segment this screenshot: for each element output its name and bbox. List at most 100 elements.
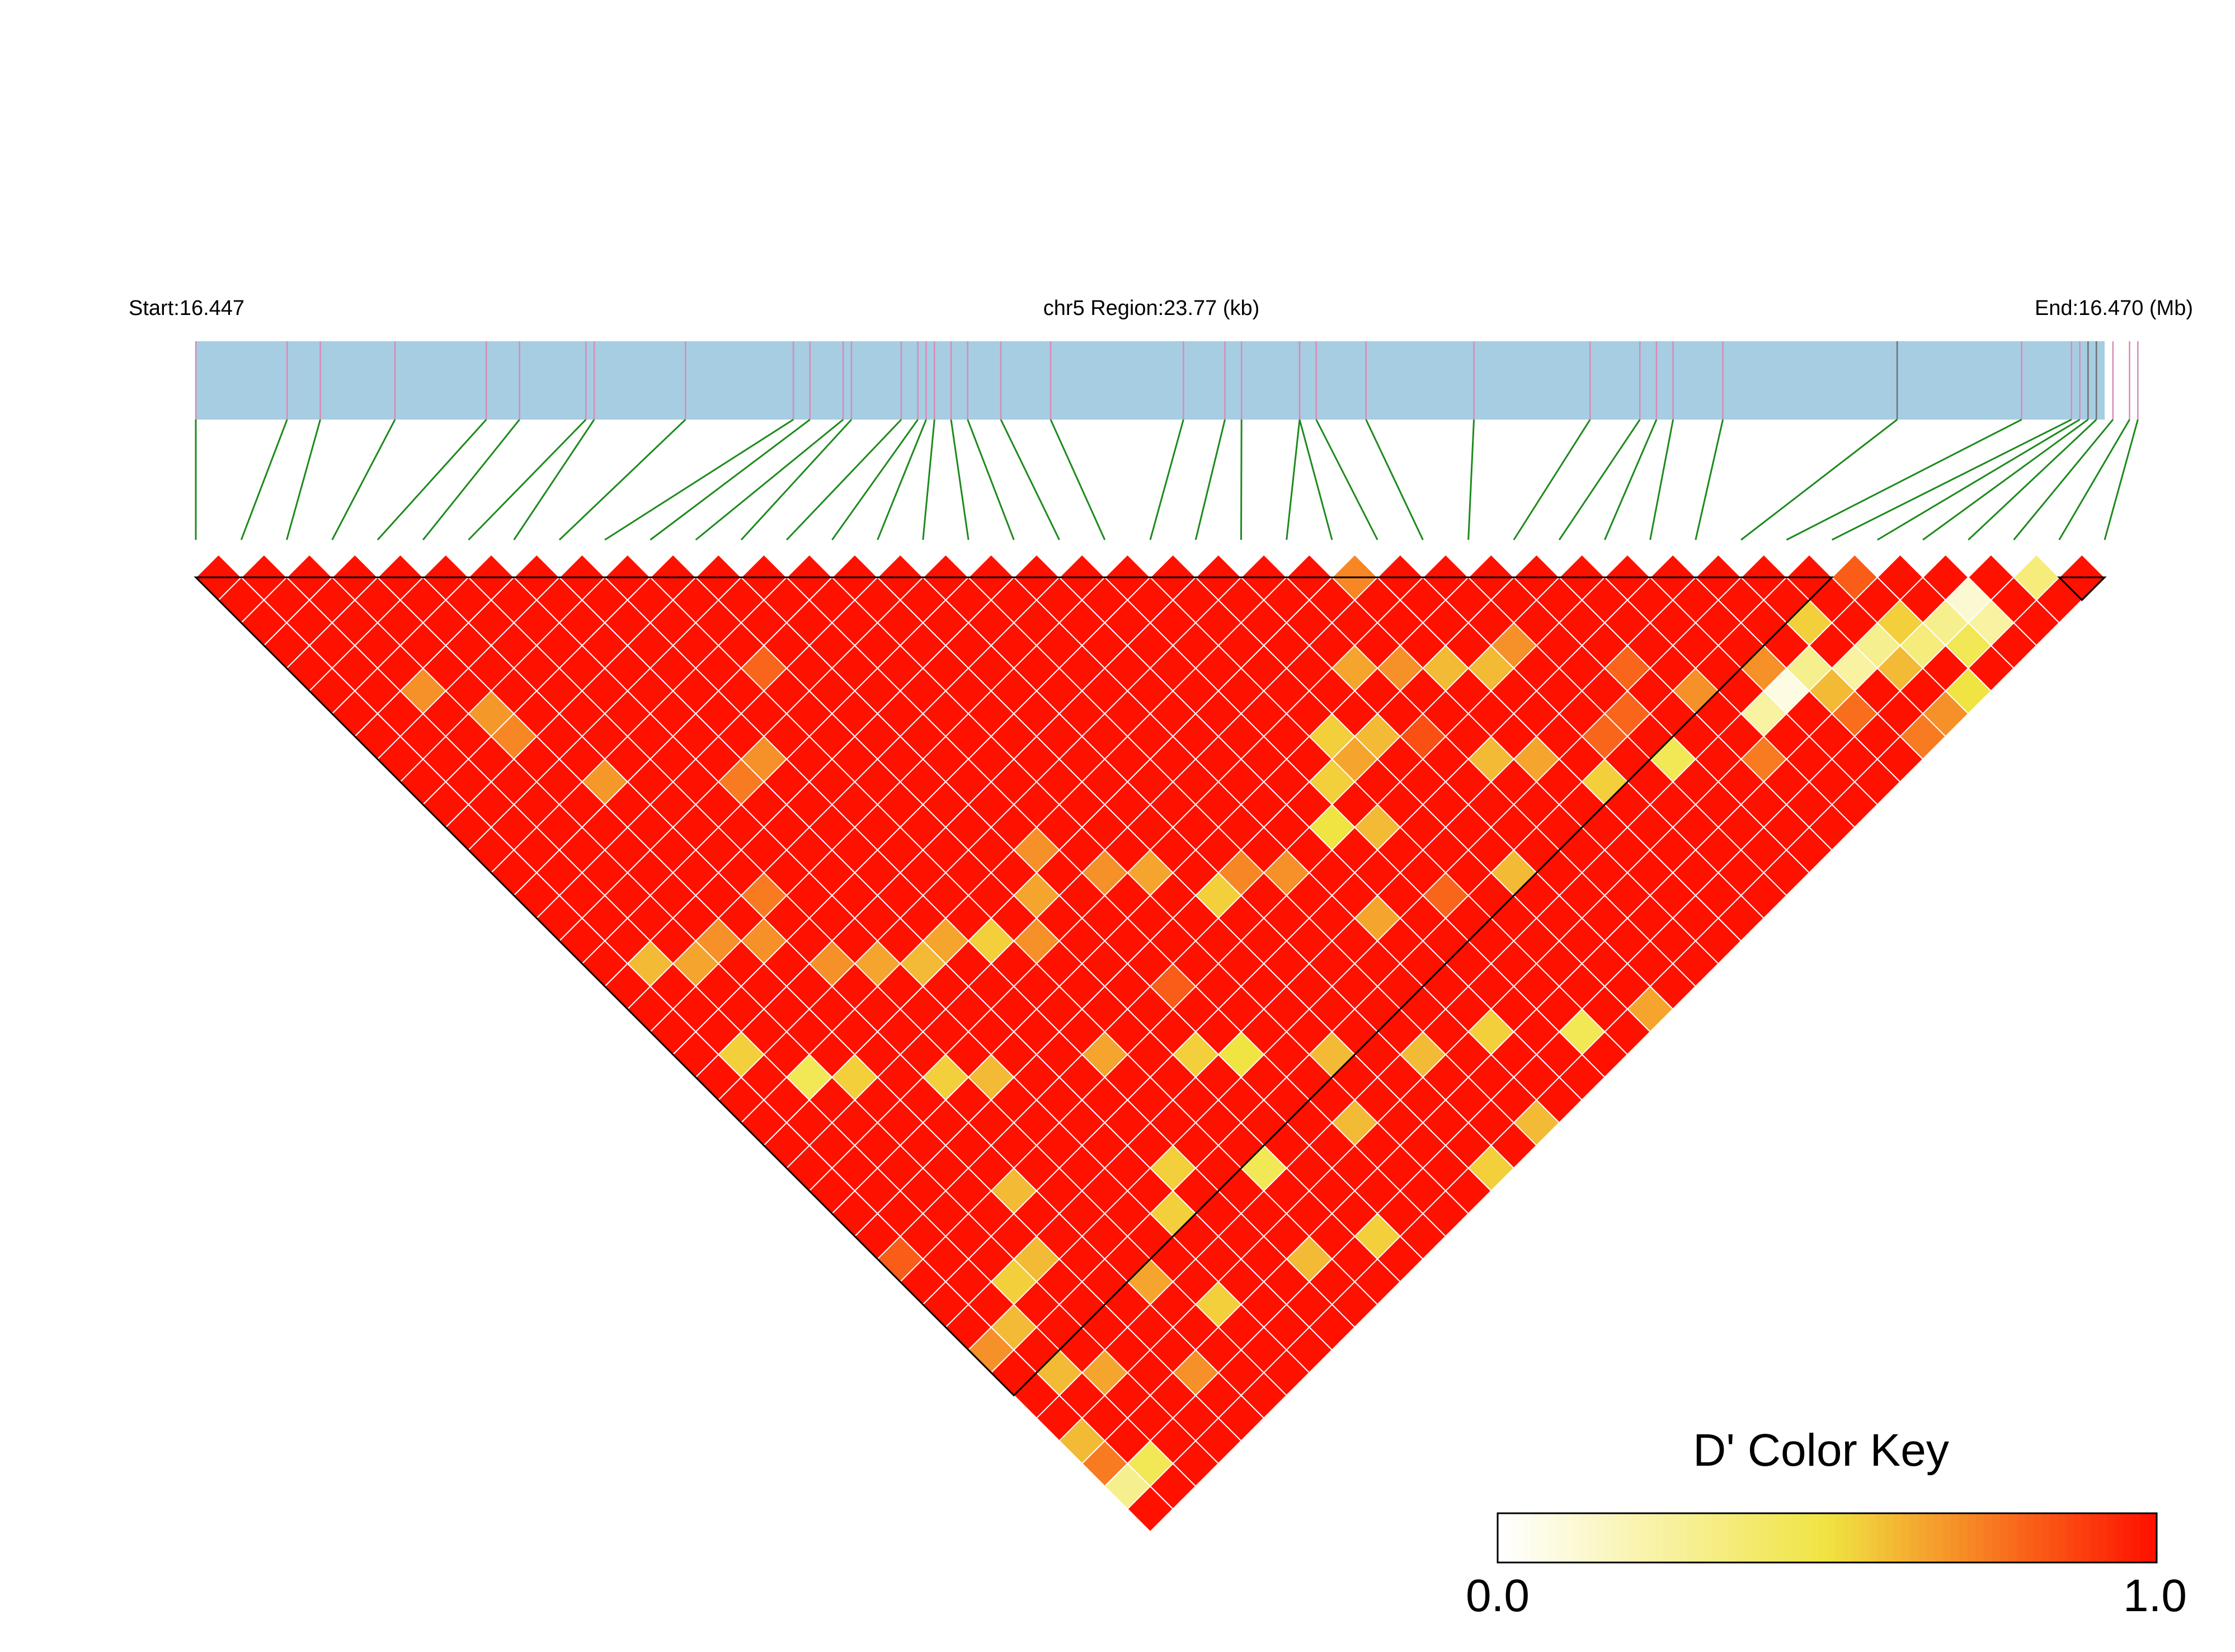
snp-connector [1298, 419, 1333, 540]
snp-connector [1877, 418, 2081, 541]
color-key-strip [2082, 1513, 2092, 1562]
color-key-strip [1695, 1513, 1705, 1562]
color-key-strip [1901, 1513, 1911, 1562]
color-key-strip [1777, 1513, 1787, 1562]
snp-connector [740, 418, 853, 541]
color-key-strip [2041, 1513, 2050, 1562]
color-key-strip [1596, 1513, 1606, 1562]
color-key-strip [1687, 1513, 1696, 1562]
color-key-strip [2098, 1513, 2108, 1562]
color-key-strip [2066, 1513, 2075, 1562]
snp-connector [695, 418, 844, 541]
color-key-strip [1662, 1513, 1672, 1562]
color-key-strip [2124, 1513, 2133, 1562]
color-key-strip [1530, 1513, 1540, 1562]
snp-connector [1315, 419, 1378, 540]
color-key-strip [2008, 1513, 2017, 1562]
color-key-strip [1588, 1513, 1597, 1562]
color-key-strip [1893, 1513, 1902, 1562]
color-key-min-label: 0.0 [1466, 1570, 1530, 1621]
snp-connector-lines [195, 418, 2139, 541]
snp-connector [1968, 418, 2097, 541]
color-key-strip [2016, 1513, 2026, 1562]
haplotype-blocks [194, 576, 2107, 1397]
region-label: chr5 Region:23.77 (kb) [1043, 296, 1260, 320]
color-key-strip [1852, 1513, 1861, 1562]
snp-connector [1740, 418, 1898, 541]
color-key-strip [1860, 1513, 1869, 1562]
snp-connector [1831, 418, 2072, 541]
color-key-strip [1613, 1513, 1622, 1562]
snp-connector [422, 419, 520, 540]
color-key-strip [1967, 1513, 1977, 1562]
color-key-strip [2132, 1513, 2141, 1562]
color-key-strip [1563, 1513, 1573, 1562]
snp-connector [831, 419, 919, 540]
ld-cells [195, 553, 2106, 1533]
snp-tick-marks [195, 341, 2139, 420]
snp-connector [468, 418, 587, 541]
snp-connector [786, 418, 902, 541]
color-key-strip [1605, 1513, 1614, 1562]
color-key-strip [1942, 1513, 1951, 1562]
color-key-strip [1737, 1513, 1745, 1562]
color-key-strip [2115, 1513, 2125, 1562]
color-key-strip [1720, 1513, 1729, 1562]
snp-connector [377, 418, 487, 541]
color-key-strip [1868, 1513, 1878, 1562]
color-key: D' Color Key 0.0 1.0 [1466, 1425, 2187, 1621]
snp-connector [1000, 419, 1060, 540]
color-key-frame [1497, 1512, 2158, 1564]
color-key-strip [1761, 1513, 1770, 1562]
snp-connector [240, 419, 288, 540]
color-key-strip [1810, 1513, 1820, 1562]
color-key-strip [1917, 1513, 1927, 1562]
color-key-gradient-bar [1498, 1513, 2157, 1562]
color-key-strip [1555, 1513, 1564, 1562]
color-key-strip [1704, 1513, 1712, 1562]
snp-connector [1194, 419, 1226, 540]
color-key-strip [2000, 1513, 2009, 1562]
snp-connector [650, 418, 811, 541]
color-key-strip [2091, 1513, 2100, 1562]
snp-connector [1695, 419, 1724, 540]
color-key-strip [1835, 1513, 1845, 1562]
gene-region-band [196, 341, 2105, 420]
color-key-strip [2033, 1513, 2042, 1562]
color-key-strip [1992, 1513, 2001, 1562]
color-key-strip [1654, 1513, 1663, 1562]
snp-connector [1513, 419, 1591, 540]
snp-connector [1922, 418, 2089, 541]
start-label: Start:16.447 [129, 296, 244, 320]
snp-connector [1558, 419, 1641, 540]
color-key-strip [1802, 1513, 1811, 1562]
snp-connector [1050, 419, 1106, 540]
color-key-strip [1769, 1513, 1778, 1562]
color-key-strip [1547, 1513, 1556, 1562]
snp-connector [286, 419, 321, 540]
snp-connector [604, 418, 794, 541]
color-key-strip [1498, 1513, 1507, 1562]
color-key-strip [2058, 1513, 2067, 1562]
snp-connector [1149, 419, 1184, 540]
color-key-strip [1728, 1513, 1738, 1562]
snp-connector [1365, 419, 1424, 540]
color-key-strip [1827, 1513, 1836, 1562]
color-key-strip [1909, 1513, 1918, 1562]
snp-connector [2104, 419, 2139, 540]
color-key-strip [2074, 1513, 2083, 1562]
color-key-strip [1505, 1513, 1515, 1562]
color-key-strip [1959, 1513, 1968, 1562]
color-key-strip [1514, 1513, 1523, 1562]
snp-connector [513, 419, 595, 540]
snp-connector [2058, 419, 2130, 540]
color-key-strip [2140, 1513, 2149, 1562]
snp-connector [922, 419, 935, 540]
color-key-strip [1983, 1513, 1993, 1562]
snp-connector [877, 419, 927, 540]
color-key-strip [1753, 1513, 1762, 1562]
color-key-strip [1744, 1513, 1754, 1562]
color-key-strip [1671, 1513, 1679, 1562]
color-key-strip [1786, 1513, 1795, 1562]
